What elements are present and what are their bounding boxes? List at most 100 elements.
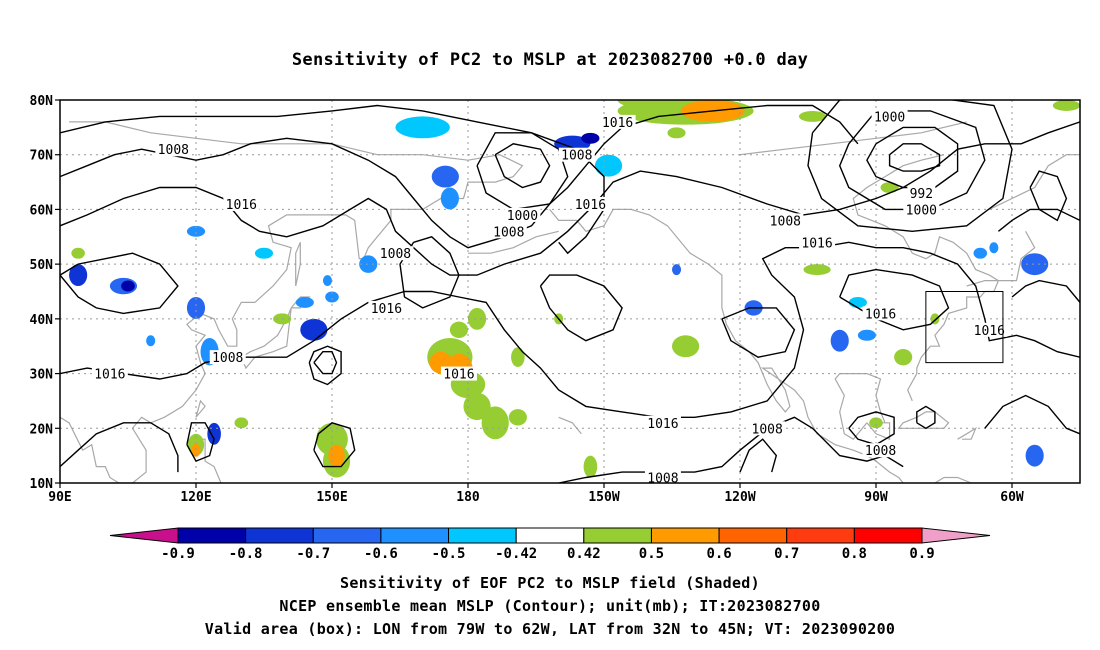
contour-label-bg xyxy=(440,366,477,381)
lon-tick-label: 150E xyxy=(316,490,347,505)
coastline-segment xyxy=(739,121,967,156)
sensitivity-patch xyxy=(431,165,459,188)
sensitivity-patch xyxy=(869,417,883,429)
colorbar-swatch xyxy=(448,527,517,544)
coastline-segment xyxy=(957,426,977,440)
coastline-segment xyxy=(60,416,120,483)
contour-label: 1008 xyxy=(158,143,189,158)
sensitivity-patch xyxy=(830,329,849,352)
sensitivity-patch xyxy=(186,296,206,319)
sensitivity-patch xyxy=(295,296,314,308)
sensitivity-patch xyxy=(880,182,899,194)
contour-label: 1016 xyxy=(371,302,402,317)
contour-label-bg xyxy=(558,147,595,162)
colorbar-tick-label: -0.42 xyxy=(495,546,537,562)
isobar xyxy=(186,422,215,462)
isobar xyxy=(807,100,1013,233)
sensitivity-patch xyxy=(71,247,85,259)
sensitivity-patch xyxy=(581,132,600,144)
sensitivity-patch xyxy=(121,280,135,292)
isobar xyxy=(399,236,460,309)
isobar xyxy=(558,416,904,483)
colorbar-swatch xyxy=(380,527,450,544)
contour-label-bg xyxy=(749,421,786,436)
contour-label: 1000 xyxy=(874,110,905,125)
coastline-segment xyxy=(195,399,206,418)
isobar xyxy=(721,307,796,358)
colorbar-tick-label: -0.9 xyxy=(161,546,195,562)
sensitivity-patch xyxy=(449,321,468,339)
coastline-segment xyxy=(834,373,886,440)
sensitivity-patch xyxy=(322,275,333,287)
contour-label-bg xyxy=(644,470,681,483)
sensitivity-patch xyxy=(857,329,877,341)
contour-label: 992 xyxy=(910,187,933,202)
contour-label-bg xyxy=(368,300,405,315)
contour-label: 1008 xyxy=(770,214,801,229)
sensitivity-patch xyxy=(191,443,201,457)
sensitivity-patch xyxy=(468,307,487,330)
colorbar-swatch xyxy=(515,527,585,544)
colorbar-tick-label: -0.7 xyxy=(296,546,330,562)
isobar xyxy=(1011,279,1080,303)
lat-tick-label: 20N xyxy=(30,422,54,437)
colorbar-tick-label: 0.5 xyxy=(639,546,664,562)
lat-tick-label: 80N xyxy=(30,94,54,109)
contour-label-bg xyxy=(767,213,804,228)
sensitivity-patch xyxy=(186,225,206,237)
colorbar-tick-label: 0.42 xyxy=(567,546,601,562)
contour-label: 1008 xyxy=(752,422,783,437)
sensitivity-patch xyxy=(1025,444,1044,467)
contour-label: 1000 xyxy=(906,203,937,218)
lat-tick-label: 30N xyxy=(30,368,54,383)
colorbar-swatch xyxy=(650,527,720,544)
contour-label: 1008 xyxy=(493,225,524,240)
coastline-segment xyxy=(852,154,1000,402)
colorbar-under-triangle xyxy=(109,527,179,544)
sensitivity-patch xyxy=(440,187,459,210)
contour-label: 1008 xyxy=(212,351,243,366)
contour-label: 1008 xyxy=(561,149,592,164)
sensitivity-patch xyxy=(803,264,831,276)
colorbar-tick-label: 0.9 xyxy=(909,546,934,562)
sensitivity-patch xyxy=(617,100,672,109)
lat-tick-label: 50N xyxy=(30,258,54,273)
sensitivity-patch xyxy=(672,335,700,358)
contour-label-bg xyxy=(903,202,940,217)
sensitivity-patch xyxy=(359,255,378,273)
contour-label: 1000 xyxy=(507,209,538,224)
isobar xyxy=(60,104,859,249)
lon-tick-label: 90W xyxy=(864,490,888,505)
contour-label-bg xyxy=(504,207,541,222)
coastline-segment xyxy=(196,438,222,483)
colorbar-swatch xyxy=(718,527,788,544)
colorbar-tick-label: -0.6 xyxy=(364,546,398,562)
colorbar-swatch xyxy=(786,527,855,544)
contour-label-bg xyxy=(91,366,128,381)
sensitivity-patch xyxy=(234,417,249,429)
sensitivity-patch xyxy=(973,247,988,259)
sensitivity-patch xyxy=(325,291,339,303)
colorbar-swatch xyxy=(312,527,382,544)
contour-label: 1016 xyxy=(647,417,678,432)
sensitivity-patch xyxy=(672,264,682,276)
valid-area-box xyxy=(925,291,1004,364)
sensitivity-patch xyxy=(848,296,867,308)
isobar xyxy=(916,405,936,430)
colorbar-tick-label: 0.7 xyxy=(774,546,799,562)
contour-label: 1016 xyxy=(602,116,633,131)
sensitivity-patch xyxy=(594,154,623,177)
colorbar-tick-label: 0.8 xyxy=(842,546,867,562)
isobar xyxy=(60,422,179,473)
colorbar-swatch xyxy=(177,527,247,544)
contour-label-bg xyxy=(155,142,192,157)
isobar xyxy=(888,143,941,172)
sensitivity-patch xyxy=(894,348,913,366)
contour-labels: 1016100810081016100810161008100010161016… xyxy=(91,109,1008,483)
contour-label-bg xyxy=(599,114,636,129)
sensitivity-patch xyxy=(395,116,450,139)
contour-label-bg xyxy=(799,235,836,250)
contour-label: 1016 xyxy=(974,324,1005,339)
contour-label: 1016 xyxy=(94,368,125,383)
contour-label-bg xyxy=(862,443,899,458)
